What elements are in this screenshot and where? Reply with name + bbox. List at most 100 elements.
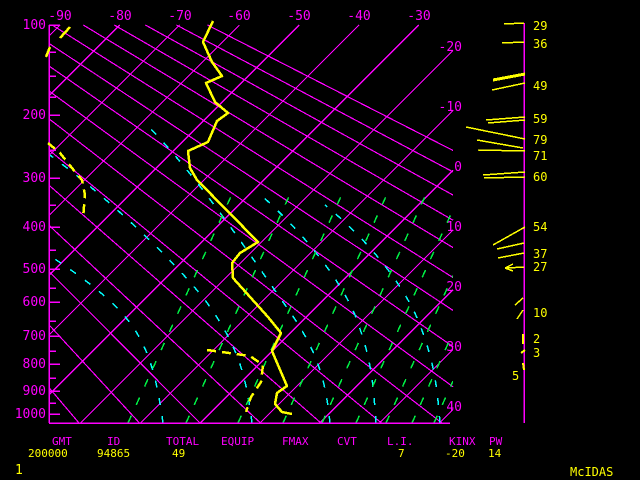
right-temp-label: 20 <box>446 280 462 295</box>
isotherm-line <box>438 408 454 424</box>
pressure-label: 800 <box>22 357 46 372</box>
dry-adiabat-line <box>48 224 261 424</box>
moist-adiabat-line <box>49 254 164 423</box>
wind-barb <box>485 116 526 121</box>
frame-number: 1 <box>15 463 23 478</box>
isotherm-line <box>319 289 454 424</box>
temperature-trace <box>186 20 293 416</box>
mixing-ratio-line <box>127 194 233 423</box>
top-temp-label: -40 <box>347 9 371 24</box>
status-field-label: KINX <box>449 435 476 448</box>
wind-speed-label: 60 <box>533 170 548 184</box>
status-field-value: 49 <box>172 447 186 460</box>
status-field-value: -20 <box>445 447 465 460</box>
isotherm-line <box>379 349 454 424</box>
wind-speed-label: 10 <box>533 306 548 320</box>
isotherm-line <box>48 24 121 97</box>
dry-adiabat-line <box>48 184 322 424</box>
wind-speed-side-label: 5 <box>512 369 520 383</box>
wind-speed-label: 54 <box>533 220 548 234</box>
dry-adiabat-line <box>113 24 454 221</box>
wind-speed-label: 29 <box>533 19 548 33</box>
wind-barb <box>501 41 525 44</box>
pressure-label: 200 <box>22 108 46 123</box>
isotherm-line <box>48 24 300 276</box>
wind-speed-label: 2 <box>533 332 541 346</box>
status-field-label: L.I. <box>387 435 414 448</box>
status-field-label: GMT <box>52 435 72 448</box>
pressure-label: 100 <box>22 18 46 33</box>
dry-adiabat-line <box>82 24 454 249</box>
right-temp-label: 30 <box>446 340 462 355</box>
mixing-ratio-line <box>321 194 427 423</box>
status-field-label: FMAX <box>282 435 309 448</box>
wind-speed-label: 36 <box>533 37 548 51</box>
wind-barb <box>476 139 524 149</box>
dry-adiabat-line <box>48 270 201 424</box>
dewpoint-trace-top-dash <box>59 26 71 39</box>
wind-barb <box>465 126 526 140</box>
dry-adiabat-line <box>48 324 140 424</box>
right-temp-label: 10 <box>446 220 462 235</box>
status-field-label: CVT <box>337 435 357 448</box>
mixing-ratio-line <box>237 194 343 423</box>
wind-barb <box>487 119 526 124</box>
isotherm-line <box>48 24 360 336</box>
dry-adiabat-line <box>176 24 454 173</box>
right-temp-label: 40 <box>446 400 462 415</box>
status-field-label: PW <box>489 435 503 448</box>
status-field-label: TOTAL <box>166 435 200 448</box>
wind-barb <box>504 267 514 272</box>
wind-speed-label: 3 <box>533 346 541 360</box>
dewpoint-trace-top-dash <box>44 46 52 58</box>
moist-adiabat-line <box>149 127 331 423</box>
status-field-value: 14 <box>488 447 502 460</box>
pressure-label: 400 <box>22 220 46 235</box>
mcidas-watermark: McIDAS <box>570 465 614 479</box>
wind-barb <box>514 297 524 306</box>
pressure-label: 500 <box>22 262 46 277</box>
dry-adiabat-line <box>207 24 454 151</box>
right-temp-label: -20 <box>438 40 462 55</box>
wind-barb <box>504 263 514 269</box>
dry-adiabat-line <box>145 24 454 196</box>
top-temp-label: -50 <box>287 9 311 24</box>
status-field-value: 94865 <box>97 447 131 460</box>
wind-speed-label: 37 <box>533 247 548 261</box>
status-field-label: EQUIP <box>221 435 255 448</box>
wind-barb <box>491 82 526 91</box>
isotherm-line <box>259 229 454 424</box>
isotherm-line <box>48 24 181 157</box>
wind-barb <box>483 176 526 179</box>
mixing-ratio-line <box>282 194 388 423</box>
wind-barb <box>503 22 525 25</box>
pressure-label: 600 <box>22 295 46 310</box>
isotherm-line <box>199 169 454 424</box>
top-temp-label: -60 <box>227 9 251 24</box>
wind-speed-label: 27 <box>533 260 548 274</box>
right-temp-label: 0 <box>454 160 462 175</box>
mixing-ratio-line <box>355 209 453 423</box>
isotherm-line <box>48 24 61 37</box>
isotherm-line <box>80 50 454 424</box>
mixing-ratio-line <box>185 194 291 423</box>
top-temp-label: -80 <box>108 9 132 24</box>
right-temp-label: -10 <box>438 100 462 115</box>
wind-barb <box>522 362 525 371</box>
top-temp-label: -70 <box>168 9 192 24</box>
dry-adiabat-line <box>48 65 454 348</box>
wind-barb <box>506 266 525 269</box>
status-field-value: 200000 <box>28 447 68 460</box>
pressure-label: 900 <box>22 384 46 399</box>
dewpoint-trace-lower <box>206 348 265 413</box>
dry-adiabat-line <box>48 149 382 424</box>
dry-adiabat-line <box>51 24 454 279</box>
mixing-ratio-line <box>411 332 453 423</box>
dry-adiabat-line <box>48 90 454 388</box>
top-temp-label: -30 <box>407 9 431 24</box>
moist-adiabat-line <box>261 195 377 423</box>
isotherm-line <box>48 24 240 216</box>
mixing-ratio-line <box>385 275 453 423</box>
